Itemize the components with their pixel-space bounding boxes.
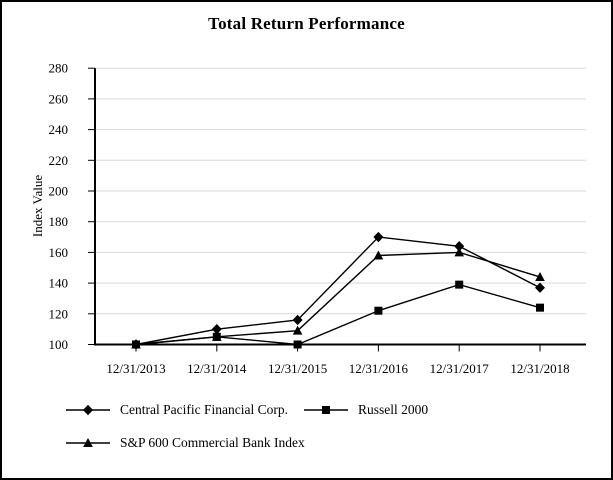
series-square-point — [293, 340, 302, 349]
y-tick-label: 160 — [49, 245, 69, 260]
series-triangle-point — [535, 271, 545, 281]
y-tick-label: 120 — [49, 306, 69, 321]
series-triangle-point — [292, 325, 303, 335]
series-triangle-point — [454, 247, 464, 257]
y-tick-label: 140 — [49, 276, 69, 291]
series-square-point — [455, 280, 464, 289]
series-diamond-point — [535, 282, 545, 293]
x-tick-label: 12/31/2018 — [510, 361, 569, 376]
y-tick-label: 200 — [49, 184, 69, 199]
chart-title: Total Return Performance — [208, 14, 405, 33]
y-axis-label: Index Value — [30, 175, 45, 237]
y-tick-label: 280 — [49, 61, 69, 76]
series-triangle-point — [373, 250, 384, 260]
y-tick-label: 220 — [49, 153, 69, 168]
series-diamond-point — [292, 314, 303, 326]
series-line-triangle — [135, 251, 541, 346]
y-tick-label: 180 — [49, 214, 69, 229]
series-diamond-point — [211, 323, 222, 335]
y-tick-label: 260 — [49, 91, 69, 106]
series-square-point — [536, 303, 544, 312]
series-diamond-point — [454, 241, 465, 252]
x-tick-label: 12/31/2017 — [430, 361, 490, 376]
series-line-diamond — [135, 236, 541, 346]
series-triangle-point — [131, 339, 141, 349]
x-tick-label: 12/31/2015 — [268, 361, 327, 376]
series-square-point — [374, 306, 383, 315]
series-diamond-point — [373, 231, 384, 243]
x-tick-label: 12/31/2013 — [106, 361, 165, 376]
x-tick-label: 12/31/2014 — [187, 361, 247, 376]
y-tick-label: 100 — [49, 337, 69, 352]
series-triangle-point — [212, 331, 222, 341]
x-tick-label: 12/31/2016 — [349, 361, 409, 376]
y-tick-label: 240 — [49, 122, 69, 137]
